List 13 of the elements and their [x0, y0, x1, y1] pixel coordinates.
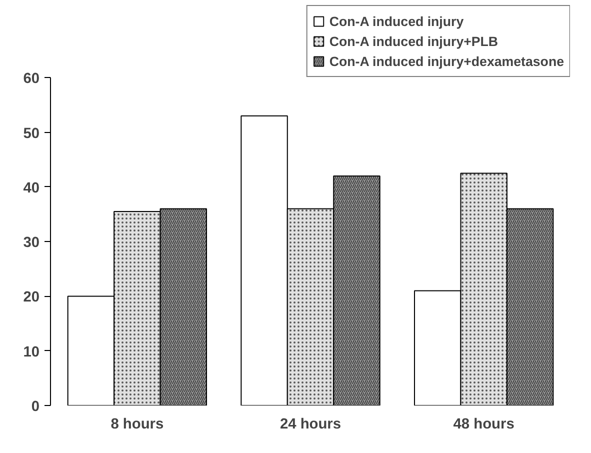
x-tick-label: 24 hours [280, 416, 342, 432]
y-tick-label: 30 [23, 235, 40, 252]
legend-label: Con-A induced injury [329, 12, 464, 31]
y-tick-label: 50 [23, 126, 40, 142]
y-tick-label: 20 [23, 290, 40, 306]
y-tick-label: 0 [31, 399, 40, 415]
y-tick-label: 40 [23, 180, 40, 196]
x-tick-label: 8 hours [110, 416, 164, 432]
x-tick-label: 48 hours [453, 416, 514, 432]
legend-label: Con-A induced injury+PLB [329, 32, 498, 51]
legend-label: Con-A induced injury+dexametasone [329, 52, 564, 71]
y-tick-label: 60 [23, 71, 40, 88]
y-tick-label: 10 [23, 344, 40, 360]
